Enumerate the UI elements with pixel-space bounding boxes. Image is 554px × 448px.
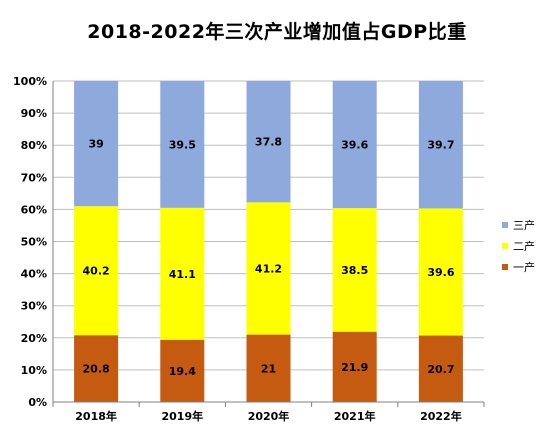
y-tick-label: 90%	[21, 107, 47, 120]
bar-segment	[246, 81, 291, 203]
legend-label: 一产	[513, 260, 535, 274]
data-label: 39.6	[341, 139, 368, 152]
bars	[74, 81, 463, 402]
bar-segment	[418, 81, 463, 209]
legend-swatch	[502, 263, 508, 270]
legend-label: 二产	[513, 239, 535, 253]
bar-segment	[160, 81, 205, 208]
bar-segment	[418, 208, 463, 336]
bar-segment	[332, 331, 377, 402]
legend-item: 三产	[502, 214, 535, 235]
y-tick-label: 20%	[21, 332, 47, 345]
bar-segment	[160, 339, 205, 402]
bar-segment	[332, 208, 377, 332]
x-tick-label: 2018年	[75, 409, 117, 423]
y-tick-label: 0%	[28, 396, 47, 409]
y-tick-label: 30%	[21, 300, 47, 313]
data-label: 41.1	[169, 268, 196, 281]
data-label: 39.5	[169, 138, 196, 151]
bar-segment	[332, 81, 377, 209]
y-tick-label: 100%	[13, 75, 47, 88]
y-tick-label: 80%	[21, 139, 47, 152]
legend-swatch	[502, 221, 508, 228]
x-tick-label: 2020年	[248, 409, 290, 423]
data-label: 20.7	[427, 363, 454, 376]
y-tick-label: 40%	[21, 268, 47, 281]
data-label: 20.8	[83, 363, 110, 376]
data-label: 21	[261, 362, 276, 375]
data-label: 19.4	[169, 365, 196, 378]
legend-swatch	[502, 242, 508, 249]
bar-segment	[160, 207, 205, 340]
y-tick-label: 70%	[21, 171, 47, 184]
y-tick-label: 60%	[21, 203, 47, 216]
axes: 0% 10% 20% 30% 40% 50% 60% 70% 80% 90% 100% 2018年 20…	[13, 75, 485, 423]
y-tick-label: 10%	[21, 364, 47, 377]
legend-label: 三产	[513, 218, 535, 232]
bar-segment	[418, 335, 463, 402]
legend-item: 二产	[502, 235, 535, 256]
bar-segment	[246, 202, 291, 335]
data-label: 39.7	[427, 139, 454, 152]
x-tick-label: 2021年	[334, 409, 376, 423]
data-label: 21.9	[341, 361, 368, 374]
legend-item: 一产	[502, 256, 535, 277]
data-label: 40.2	[83, 265, 110, 278]
bar-segment	[74, 206, 119, 336]
data-label: 39	[88, 138, 103, 151]
legend: 三产 二产 一产	[502, 214, 535, 277]
bar-segment	[246, 334, 291, 402]
data-label: 38.5	[341, 264, 368, 277]
bar-segment	[74, 335, 119, 402]
data-label: 41.2	[255, 262, 282, 275]
data-labels: 20.8 40.2 39 19.4 41.1 39.5 21 41.2 37.8 21.9 38.5…	[83, 136, 455, 378]
x-tick-label: 2022年	[420, 409, 462, 423]
bar-segment	[74, 81, 119, 207]
x-tick-label: 2019年	[161, 409, 203, 423]
y-tick-label: 50%	[21, 236, 47, 249]
data-label: 39.6	[427, 266, 454, 279]
chart-title: 2018-2022年三次产业增加值占GDP比重	[87, 21, 467, 43]
data-label: 37.8	[255, 136, 282, 149]
